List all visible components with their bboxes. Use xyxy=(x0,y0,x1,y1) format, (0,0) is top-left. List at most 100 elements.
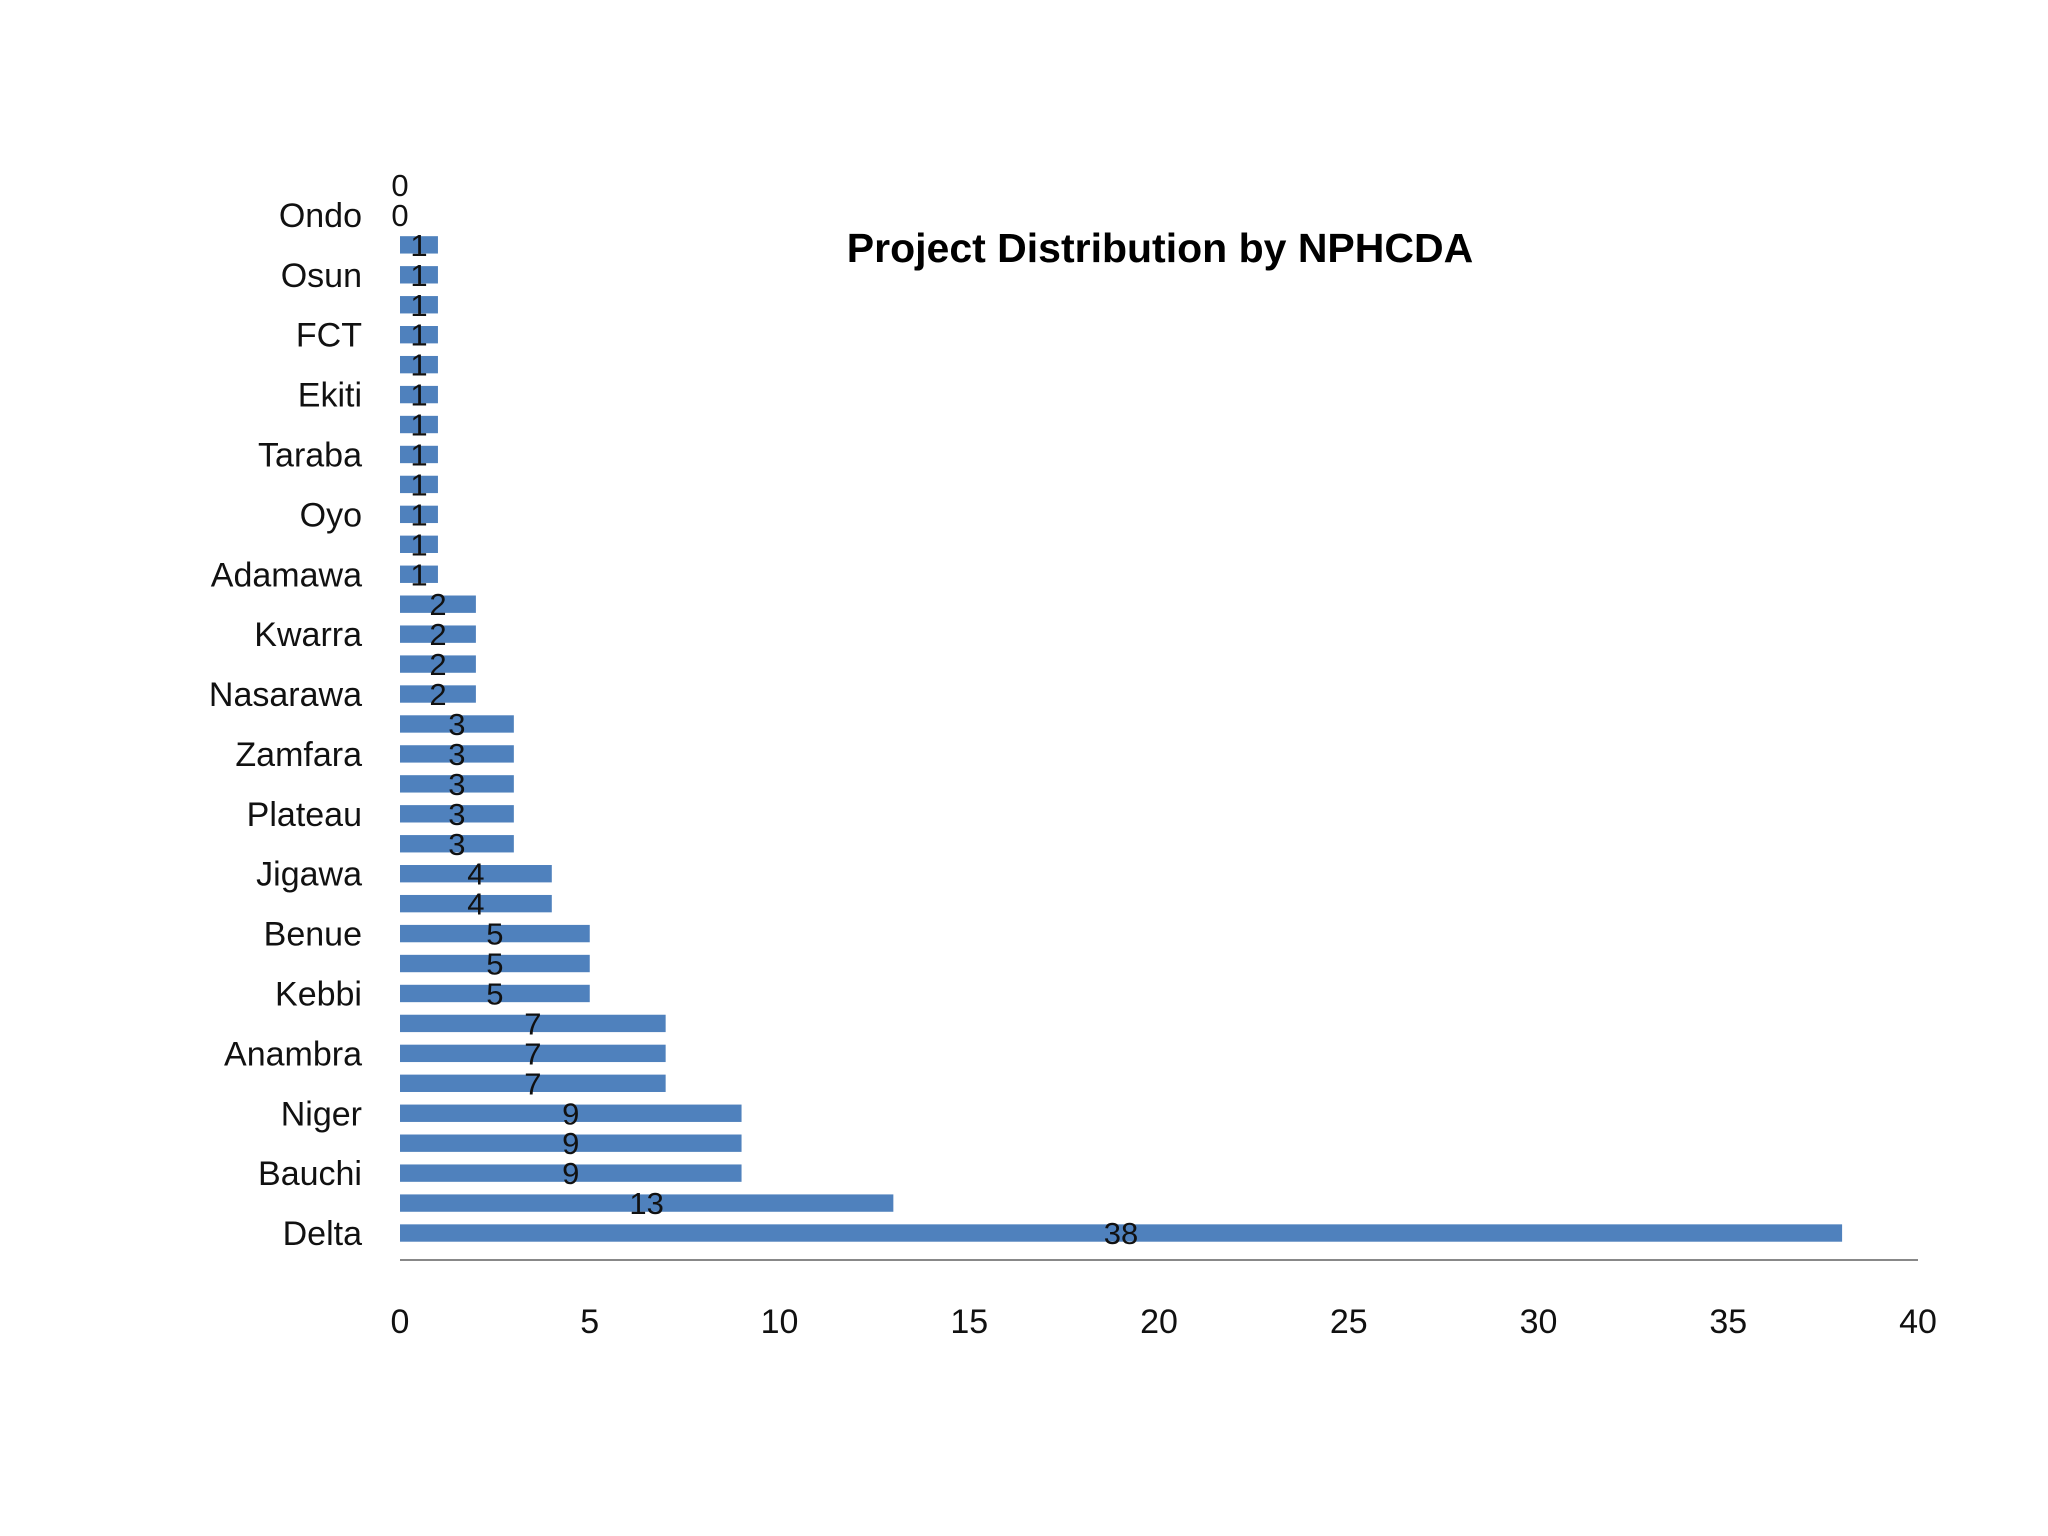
category-label-taraba: Taraba xyxy=(258,436,362,474)
category-label-oyo: Oyo xyxy=(300,496,362,534)
data-label-32: 1 xyxy=(410,258,427,293)
data-label-34: 0 xyxy=(391,198,408,233)
data-label-19: 2 xyxy=(429,647,446,682)
category-label-bauchi: Bauchi xyxy=(258,1155,362,1193)
category-label-ekiti: Ekiti xyxy=(298,377,362,415)
bar-28 xyxy=(400,385,438,404)
x-tick-label-15: 15 xyxy=(950,1303,988,1341)
category-label-kwarra: Kwarra xyxy=(254,616,362,654)
category-label-osun: Osun xyxy=(281,257,362,295)
data-label-16: 3 xyxy=(448,737,465,772)
category-label-nasarawa: Nasarawa xyxy=(209,676,362,714)
bar-33 xyxy=(400,236,438,254)
bar-20 xyxy=(400,625,476,643)
bar-0 xyxy=(400,1224,1843,1242)
x-tick-label-35: 35 xyxy=(1709,1303,1747,1341)
bar-7 xyxy=(400,1014,666,1033)
x-tick-label-10: 10 xyxy=(761,1303,799,1341)
bar-5 xyxy=(400,1074,666,1092)
bar-23 xyxy=(400,535,438,553)
category-label-benue: Benue xyxy=(264,916,362,954)
bar-6 xyxy=(400,1044,666,1063)
data-label-15: 3 xyxy=(448,767,465,802)
data-label-1: 13 xyxy=(629,1186,663,1221)
data-label-5: 7 xyxy=(524,1066,541,1101)
data-label-18: 2 xyxy=(429,677,446,712)
category-label-fct: FCT xyxy=(296,317,362,355)
bar-21 xyxy=(400,595,476,613)
bar-30 xyxy=(400,326,438,344)
data-label-25: 1 xyxy=(410,467,427,502)
category-label-delta: Delta xyxy=(283,1215,362,1253)
data-label-4: 9 xyxy=(562,1096,579,1131)
bar-27 xyxy=(400,415,438,434)
bar-8 xyxy=(400,984,590,1003)
data-label-20: 2 xyxy=(429,617,446,652)
data-label-22: 1 xyxy=(410,557,427,592)
category-label-ondo: Ondo xyxy=(279,197,362,235)
data-label-3: 9 xyxy=(562,1126,579,1161)
data-label-27: 1 xyxy=(410,408,427,443)
data-label-14: 3 xyxy=(448,797,465,832)
bar-16 xyxy=(400,745,514,763)
bar-3 xyxy=(400,1134,742,1152)
bar-17 xyxy=(400,715,514,733)
data-label-8: 5 xyxy=(486,976,503,1011)
x-axis-ticks: 0 5 10 15 20 25 30 35 40 xyxy=(391,1303,1937,1341)
data-label-0: 38 xyxy=(1104,1216,1138,1251)
bar-2 xyxy=(400,1164,742,1182)
data-label-35: 0 xyxy=(391,168,408,203)
data-label-2: 9 xyxy=(562,1156,579,1191)
data-label-13: 3 xyxy=(448,827,465,862)
data-label-9: 5 xyxy=(486,947,503,982)
bar-25 xyxy=(400,475,438,494)
bar-10 xyxy=(400,924,590,943)
data-label-26: 1 xyxy=(410,437,427,472)
category-label-plateau: Plateau xyxy=(247,796,362,834)
bar-31 xyxy=(400,296,438,314)
data-label-30: 1 xyxy=(410,318,427,353)
bar-18 xyxy=(400,685,476,703)
data-label-12: 4 xyxy=(467,857,484,892)
category-label-kebbi: Kebbi xyxy=(275,975,362,1013)
bar-11 xyxy=(400,894,552,913)
x-tick-label-25: 25 xyxy=(1330,1303,1368,1341)
bars-layer xyxy=(400,236,1843,1242)
bar-14 xyxy=(400,805,514,823)
data-label-23: 1 xyxy=(410,527,427,562)
x-tick-label-0: 0 xyxy=(391,1303,410,1341)
data-label-21: 2 xyxy=(429,587,446,622)
bar-13 xyxy=(400,835,514,853)
bar-19 xyxy=(400,655,476,673)
x-tick-label-40: 40 xyxy=(1899,1303,1937,1341)
bar-26 xyxy=(400,445,438,464)
bar-24 xyxy=(400,505,438,524)
data-label-10: 5 xyxy=(486,917,503,952)
category-label-jigawa: Jigawa xyxy=(256,856,362,894)
bar-29 xyxy=(400,355,438,374)
bar-32 xyxy=(400,266,438,284)
data-label-31: 1 xyxy=(410,288,427,323)
category-label-zamfara: Zamfara xyxy=(235,736,362,774)
category-label-niger: Niger xyxy=(281,1095,362,1133)
category-labels-layer: Delta Bauchi Niger Anambra Kebbi Benue Jigawa P… xyxy=(209,197,362,1253)
data-label-7: 7 xyxy=(524,1006,541,1041)
bar-12 xyxy=(400,865,552,883)
chart-title: Project Distribution by NPHCDA xyxy=(847,225,1473,271)
bar-9 xyxy=(400,954,590,973)
data-label-29: 1 xyxy=(410,348,427,383)
x-tick-label-20: 20 xyxy=(1140,1303,1178,1341)
bar-15 xyxy=(400,775,514,793)
data-label-24: 1 xyxy=(410,497,427,532)
data-label-17: 3 xyxy=(448,707,465,742)
bar-4 xyxy=(400,1104,742,1122)
category-label-anambra: Anambra xyxy=(224,1035,362,1073)
bar-1 xyxy=(400,1194,894,1212)
bar-22 xyxy=(400,565,438,583)
category-label-adamawa: Adamawa xyxy=(211,556,362,594)
data-label-6: 7 xyxy=(524,1036,541,1071)
data-label-28: 1 xyxy=(410,378,427,413)
